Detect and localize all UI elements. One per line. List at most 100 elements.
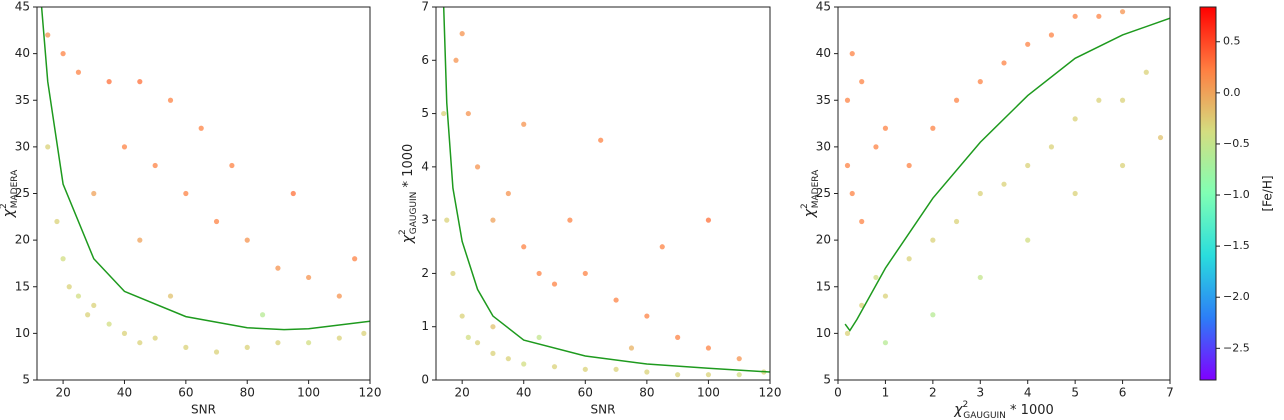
x-tick-label: 1 (882, 386, 890, 400)
x-tick-label: 20 (455, 386, 470, 400)
x-tick-label: 6 (1119, 386, 1127, 400)
scatter-point (1072, 190, 1078, 197)
y-tick-label: 10 (816, 326, 831, 340)
colorbar-tick-label: 0.5 (1223, 35, 1241, 48)
scatter-point (259, 312, 266, 318)
scatter-point (474, 164, 481, 170)
scatter-point (167, 97, 174, 103)
scatter-point (505, 356, 511, 362)
scatter-point (336, 335, 342, 341)
scatter-point (882, 293, 889, 299)
scatter-point (882, 125, 889, 131)
x-tick-label: 80 (240, 386, 255, 400)
scatter-point (930, 237, 936, 243)
x-tick-label: 100 (697, 386, 720, 400)
scatter-point (229, 162, 235, 169)
plot-area (844, 9, 1170, 346)
y-tick-label: 45 (816, 0, 831, 14)
y-tick-label: 40 (816, 46, 831, 60)
scatter-point (598, 137, 604, 143)
x-axis-label: SNR (191, 403, 216, 417)
scatter-point (275, 340, 281, 346)
x-tick-label: 80 (639, 386, 654, 400)
scatter-point (613, 366, 619, 372)
scatter-point (137, 237, 143, 243)
y-axis-label-symbol: χ (802, 208, 818, 218)
y-axis-label: χ2GAUGUIN * 1000 (398, 144, 419, 245)
scatter-point (244, 344, 250, 350)
x-tick-label: 7 (1166, 386, 1174, 400)
x-axis-label: SNR (591, 403, 616, 417)
scatter-point (644, 313, 650, 319)
scatter-point (551, 281, 558, 287)
scatter-point (882, 340, 889, 346)
scatter-point (873, 274, 879, 281)
scatter-point (66, 284, 72, 290)
scatter-point (474, 340, 481, 346)
scatter-point (306, 274, 312, 281)
colorbar-tick-label: 0.0 (1223, 86, 1241, 99)
x-tick-label: 120 (359, 386, 382, 400)
colorbar-tick-label: −2.0 (1223, 290, 1250, 303)
scatter-point (152, 335, 158, 341)
x-tick-label: 40 (516, 386, 531, 400)
y-tick-label: 25 (816, 186, 831, 200)
scatter-point (1001, 60, 1007, 66)
x-axis-label-suffix: * 1000 (1006, 403, 1054, 418)
y-tick-label: 5 (22, 373, 30, 387)
scatter-point (906, 162, 912, 169)
colorbar (1199, 6, 1217, 381)
y-tick-label: 3 (421, 213, 429, 227)
scatter-point (849, 190, 855, 197)
scatter-point (675, 372, 681, 378)
scatter-point (613, 297, 619, 303)
scatter-point (121, 330, 128, 336)
y-tick-label: 30 (816, 139, 831, 153)
scatter-point (844, 330, 851, 336)
scatter-point (930, 312, 936, 318)
scatter-point (1025, 237, 1031, 243)
x-tick-label: 100 (297, 386, 320, 400)
scatter-point (91, 190, 97, 197)
scatter-point (490, 350, 496, 356)
scatter-point (106, 321, 112, 327)
scatter-point (1048, 32, 1055, 38)
fit-curve (844, 17, 1170, 332)
scatter-point (977, 190, 983, 197)
scatter-point (490, 217, 496, 223)
x-tick-label: 3 (976, 386, 984, 400)
scatter-point (450, 270, 456, 277)
scatter-point (121, 144, 128, 150)
x-tick-label: 5 (1071, 386, 1079, 400)
y-tick-label: 4 (421, 159, 429, 173)
scatter-point (953, 97, 960, 103)
scatter-point (75, 69, 82, 75)
scatter-point (582, 270, 588, 277)
x-tick-label: 4 (1024, 386, 1032, 400)
y-axis-label-sub: GAUGUIN (409, 192, 419, 235)
scatter-point (567, 217, 573, 223)
scatter-point (536, 270, 542, 277)
scatter-point (736, 372, 742, 378)
scatter-point (844, 97, 851, 103)
scatter-point (60, 256, 66, 262)
scatter-point (705, 217, 712, 223)
fit-curve (442, 7, 770, 373)
colorbar-tick-label: −2.5 (1223, 341, 1250, 354)
scatter-point (1072, 13, 1078, 19)
y-tick-label: 2 (421, 266, 429, 280)
scatter-point (1072, 116, 1078, 122)
scatter-point (505, 190, 511, 197)
scatter-point (290, 190, 296, 197)
scatter-point (521, 361, 527, 367)
y-tick-label: 30 (15, 139, 30, 153)
x-tick-label: 0 (834, 386, 842, 400)
scatter-point (453, 57, 459, 63)
axes-frame (435, 6, 771, 381)
scatter-point (1025, 41, 1031, 47)
scatter-point (106, 79, 112, 85)
scatter-point (490, 324, 496, 330)
scatter-point (137, 79, 143, 85)
y-axis-label-sup: 2 (398, 229, 408, 235)
